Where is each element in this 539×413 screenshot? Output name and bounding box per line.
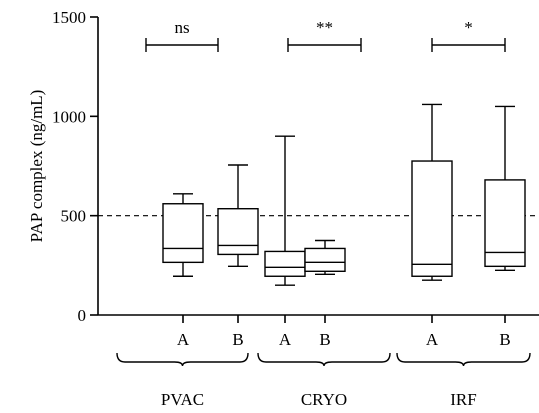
group-brace-cryo: CRYO (257, 352, 391, 409)
y-axis-title: PAP complex (ng/mL) (27, 90, 46, 243)
iqr-box (411, 160, 453, 277)
y-axis: 0 500 1000 1500 (52, 8, 99, 325)
significance-label: * (464, 18, 473, 37)
box-plot-pvac-b (217, 164, 259, 268)
significance-layer: ns ** * (145, 18, 506, 52)
y-tick-label: 1500 (52, 8, 86, 27)
group-label: CRYO (301, 390, 347, 409)
iqr-box (162, 203, 204, 264)
significance-pvac: ns (145, 18, 219, 52)
x-category-label: B (232, 330, 243, 349)
x-category-label: B (319, 330, 330, 349)
significance-label: ** (316, 18, 333, 37)
x-category-label: B (499, 330, 510, 349)
group-brace (257, 352, 391, 367)
significance-cryo: ** (287, 18, 362, 52)
group-brace (396, 352, 531, 367)
significance-label: ns (174, 18, 189, 37)
group-brace-pvac: PVAC (116, 352, 249, 409)
y-tick-label: 1000 (52, 107, 86, 126)
x-category-label: A (279, 330, 292, 349)
y-tick-label: 500 (61, 207, 87, 226)
iqr-box (217, 208, 259, 256)
significance-irf: * (431, 18, 506, 52)
box-plot-irf-b (484, 105, 526, 271)
box-layer (162, 103, 526, 286)
iqr-box (304, 247, 346, 272)
group-label: PVAC (161, 390, 204, 409)
group-brace-layer: PVAC CRYO IRF (116, 352, 531, 409)
group-brace-irf: IRF (396, 352, 531, 409)
iqr-box (264, 250, 306, 277)
iqr-box (484, 179, 526, 268)
box-plot-pvac-a (162, 193, 204, 277)
y-tick-label: 0 (78, 306, 87, 325)
x-category-label: A (177, 330, 190, 349)
box-plot-cryo-b (304, 239, 346, 275)
box-plot-irf-a (411, 103, 453, 281)
box-plot-cryo-a (264, 135, 306, 286)
group-label: IRF (450, 390, 476, 409)
group-brace (116, 352, 249, 367)
x-category-label: A (426, 330, 439, 349)
